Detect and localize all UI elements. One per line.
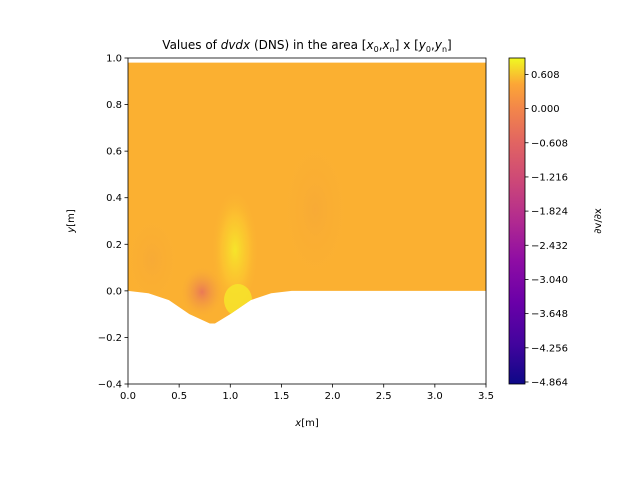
chart-title: Values of dvdx (DNS) in the area [x0,xn]… [162,38,451,54]
colorbar-tick-label: −3.040 [531,275,568,286]
y-tick-label: 0.4 [106,193,122,204]
heatmap-field [128,62,486,324]
x-tick-label: 0.0 [120,391,136,402]
colorbar-tick-label: −4.864 [531,377,568,388]
colorbar-tick-label: −1.824 [531,207,568,218]
colorbar-tick-label: −2.432 [531,241,568,252]
y-axis-label: y[m] [66,209,77,234]
x-tick-label: 1.5 [273,391,289,402]
y-tick-label: 0.0 [106,286,122,297]
colorbar-axis: 0.608 0.000 −0.608 −1.216 −1.824 −2.432 −3.040… [525,70,568,388]
colorbar-label: ∂v/∂x [593,208,604,234]
y-tick-label: 0.8 [106,100,122,111]
field-feature-min [255,299,269,305]
x-axis-label: x[m] [294,418,319,429]
y-tick-label: 0.6 [106,147,122,158]
y-tick-label: −0.2 [98,333,122,344]
x-tick-label: 3.5 [478,391,494,402]
field-feature-wake [277,130,353,290]
colorbar-tick-label: −1.216 [531,172,568,183]
colorbar-tick-label: −0.608 [531,138,568,149]
x-tick-label: 2.5 [376,391,392,402]
field-feature-outer [128,210,182,310]
axes-frame [127,57,487,385]
y-tick-label: 1.0 [106,54,122,65]
x-tick-label: 0.5 [171,391,187,402]
x-axis: 0.0 0.5 1.0 1.5 2.0 2.5 3.0 3.5 [120,384,494,402]
field-feature-lee [180,266,224,318]
colorbar-tick-label: −3.648 [531,309,568,320]
colorbar-tick-label: 0.608 [531,70,560,81]
colorbar-tick-label: −4.256 [531,343,568,354]
y-tick-label: 0.2 [106,240,122,251]
x-tick-label: 2.0 [325,391,341,402]
colorbar-tick-label: 0.000 [531,104,560,115]
x-tick-label: 3.0 [427,391,443,402]
x-tick-label: 1.0 [222,391,238,402]
field-feature-crest [211,188,259,312]
field-feature-peak [224,284,252,316]
colorbar [508,57,526,385]
y-tick-label: −0.4 [98,380,122,391]
y-axis: −0.4 −0.2 0.0 0.2 0.4 0.6 0.8 1.0 [98,54,128,391]
